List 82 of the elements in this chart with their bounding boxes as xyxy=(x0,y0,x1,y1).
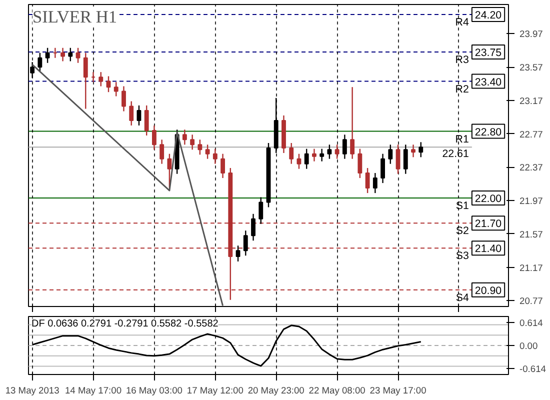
x-tick-label: 23 May 17:00 xyxy=(370,386,426,396)
ref-line-label: 22.61 xyxy=(442,148,469,160)
candlestick xyxy=(136,104,142,126)
candlestick xyxy=(350,86,355,160)
annotation: 22.00 xyxy=(474,193,502,206)
y-tick-label: 23.17 xyxy=(520,96,543,106)
candlestick xyxy=(411,144,416,158)
candlestick xyxy=(388,144,393,164)
y-tick-label: 23.57 xyxy=(520,62,543,73)
x-tick-label: 22 May 08:00 xyxy=(308,386,366,396)
candlestick xyxy=(205,144,210,160)
ref-line-label: S1 xyxy=(456,200,469,212)
candlestick xyxy=(144,104,149,136)
line-series xyxy=(32,64,224,306)
candlestick xyxy=(76,47,80,64)
candlestick xyxy=(304,148,309,170)
x-tick-label: 14 May 17:00 xyxy=(65,386,122,396)
candlestick xyxy=(334,144,340,160)
candlestick xyxy=(152,124,156,150)
y-tick-label: 0.614 xyxy=(520,318,543,328)
x-tick-label: 16 May 03:00 xyxy=(126,386,182,396)
annotation: 21.70 xyxy=(474,218,502,230)
candlestick xyxy=(403,144,408,174)
candlestick xyxy=(251,213,256,242)
ref-line-label: R2 xyxy=(455,83,469,96)
candlestick xyxy=(358,148,362,179)
ref-line-label: R4 xyxy=(455,16,469,29)
annotation: 20.90 xyxy=(474,284,502,297)
candlestick xyxy=(342,134,347,160)
candlestick xyxy=(114,81,118,97)
candlestick xyxy=(98,71,104,87)
candlestick xyxy=(60,47,65,62)
candlestick xyxy=(68,47,73,62)
candlestick xyxy=(380,153,385,184)
y-tick-label: 22.77 xyxy=(520,129,543,140)
y-tick-label: 23.97 xyxy=(520,29,543,40)
candlestick xyxy=(258,196,264,225)
candlestick xyxy=(320,148,324,162)
candlestick xyxy=(296,153,302,170)
y-tick-label: 21.97 xyxy=(520,196,543,206)
ref-line-label: R3 xyxy=(455,54,469,66)
ref-line-label: S4 xyxy=(456,292,469,304)
x-tick-label: 17 May 12:00 xyxy=(186,386,244,396)
annotation: DF 0.0636 0.2791 -0.2791 0.5582 -0.5582 xyxy=(32,318,219,330)
candlestick xyxy=(418,142,424,158)
x-tick-label: 20 May 23:00 xyxy=(248,386,304,396)
ref-line-label: S3 xyxy=(456,250,469,262)
annotation: 21.40 xyxy=(474,243,502,256)
annotation: 23.40 xyxy=(474,76,502,88)
candlestick xyxy=(236,245,240,262)
candlestick xyxy=(182,129,187,146)
candlestick xyxy=(243,230,248,256)
candlestick xyxy=(212,148,218,164)
x-tick-label: 13 May 2013 xyxy=(5,386,60,396)
annotation: 22.80 xyxy=(474,126,502,138)
candlestick xyxy=(190,134,195,150)
candlestick xyxy=(289,142,294,164)
candlestick xyxy=(198,139,202,156)
candlestick xyxy=(220,153,225,179)
y-tick-label: 0.00 xyxy=(520,341,538,351)
y-tick-label: 21.17 xyxy=(520,262,543,273)
candlestick xyxy=(45,47,50,64)
ref-line-label: R1 xyxy=(455,133,469,146)
candlestick xyxy=(365,167,370,194)
candlestick xyxy=(160,139,164,164)
chart-title: SILVER H1 xyxy=(32,8,118,26)
annotation: 23.75 xyxy=(474,47,502,60)
candlestick xyxy=(38,52,42,73)
candlestick xyxy=(312,148,316,162)
candlestick xyxy=(396,144,400,174)
y-tick-label: 20.77 xyxy=(520,296,543,306)
annotation: 24.20 xyxy=(474,10,502,22)
candlestick xyxy=(122,86,126,112)
y-tick-label: 21.57 xyxy=(520,229,543,240)
y-tick-label: -0.614 xyxy=(520,364,546,374)
y-tick-label: 22.37 xyxy=(520,162,543,173)
candlestick xyxy=(372,172,378,194)
candlestick xyxy=(167,153,172,189)
candlestick xyxy=(327,144,332,160)
ref-line-label: S2 xyxy=(456,225,469,238)
candlestick xyxy=(129,100,134,126)
candlestick xyxy=(83,52,88,110)
